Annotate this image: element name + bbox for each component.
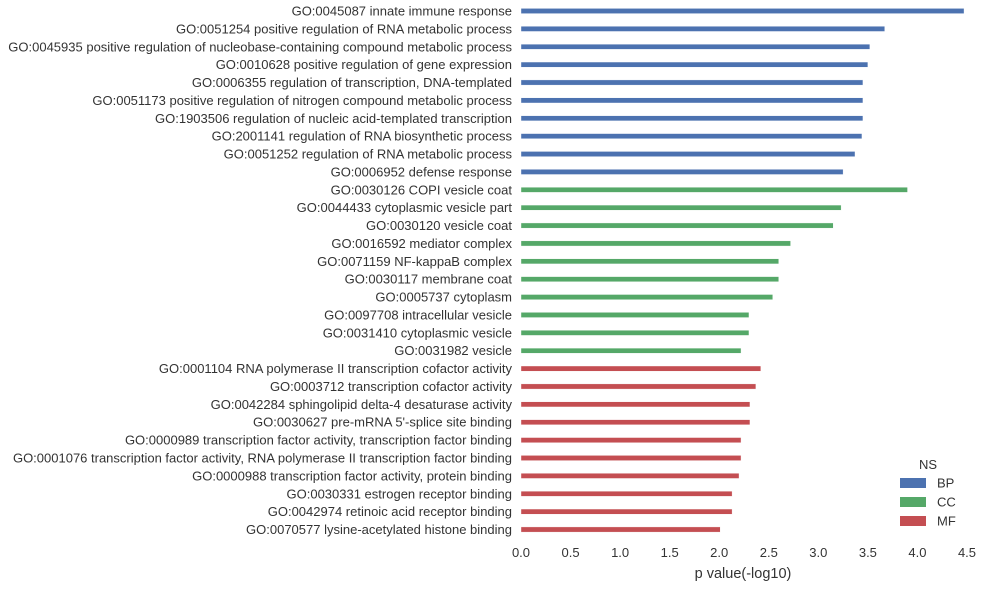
- category-label: GO:0051173 positive regulation of nitrog…: [92, 93, 512, 108]
- bar-bp: [520, 43, 871, 50]
- category-label: GO:0030120 vesicle coat: [366, 218, 512, 233]
- category-label: GO:0070577 lysine-acetylated histone bin…: [246, 522, 512, 537]
- bar-cc: [520, 204, 842, 211]
- bar-mf: [520, 473, 740, 479]
- bar-cc: [520, 312, 750, 318]
- category-label: GO:0097708 intracellular vesicle: [324, 307, 512, 322]
- x-tick-label: 3.5: [859, 545, 877, 560]
- legend-label: MF: [937, 514, 956, 529]
- category-label: GO:0030627 pre-mRNA 5'-splice site bindi…: [253, 415, 512, 430]
- category-label: GO:0031982 vesicle: [394, 343, 512, 358]
- bar-cc: [520, 276, 779, 283]
- legend-item-mf: MF: [900, 514, 956, 529]
- category-label: GO:0030331 estrogen receptor binding: [287, 486, 513, 501]
- legend-items: BP CC MF: [900, 476, 956, 529]
- legend-item-cc: CC: [900, 495, 956, 510]
- bar-cc: [520, 222, 834, 229]
- x-tick-label: 0.0: [512, 545, 530, 560]
- bar-bp: [520, 169, 844, 175]
- category-label: GO:0030117 membrane coat: [345, 272, 513, 287]
- legend-swatch: [900, 516, 926, 526]
- x-tick-label: 2.5: [760, 545, 778, 560]
- category-label: GO:0071159 NF-kappaB complex: [317, 254, 512, 269]
- bar-mf: [520, 437, 742, 443]
- category-label: GO:0044433 cytoplasmic vesicle part: [297, 200, 513, 215]
- legend-item-bp: BP: [900, 476, 954, 491]
- category-label: GO:0042284 sphingolipid delta-4 desatura…: [211, 397, 513, 412]
- bar-cc: [520, 330, 750, 336]
- legend-swatch: [900, 497, 926, 507]
- bars-layer: [520, 8, 965, 533]
- x-tick-label: 2.0: [710, 545, 728, 560]
- x-tick-label: 1.5: [661, 545, 679, 560]
- legend-title: NS: [919, 457, 937, 472]
- category-label: GO:0006952 defense response: [331, 164, 512, 179]
- category-label: GO:0001076 transcription factor activity…: [13, 451, 512, 466]
- bar-bp: [520, 133, 863, 139]
- legend-label: CC: [937, 495, 956, 510]
- category-label: GO:0042974 retinoic acid receptor bindin…: [268, 504, 512, 519]
- category-label: GO:2001141 regulation of RNA biosyntheti…: [212, 129, 513, 144]
- category-label: GO:0051254 positive regulation of RNA me…: [176, 21, 513, 36]
- bar-mf: [520, 490, 733, 497]
- category-label: GO:0045935 positive regulation of nucleo…: [8, 39, 512, 54]
- bar-bp: [520, 97, 864, 104]
- x-tick-label: 1.0: [611, 545, 629, 560]
- category-label: GO:0005737 cytoplasm: [375, 290, 512, 305]
- category-label: GO:0010628 positive regulation of gene e…: [216, 57, 512, 72]
- category-label: GO:0000988 transcription factor activity…: [192, 468, 512, 483]
- category-label: GO:0031410 cytoplasmic vesicle: [323, 325, 512, 340]
- category-label: GO:0001104 RNA polymerase II transcripti…: [159, 361, 513, 376]
- bar-mf: [520, 419, 751, 426]
- legend: NS BP CC MF: [900, 457, 956, 529]
- bar-bp: [520, 79, 864, 86]
- bar-cc: [520, 240, 791, 247]
- x-axis-title: p value(-log10): [695, 566, 792, 582]
- bar-mf: [520, 526, 721, 533]
- bar-mf: [520, 401, 751, 408]
- category-label: GO:0003712 transcription cofactor activi…: [270, 379, 513, 394]
- bar-mf: [520, 365, 762, 372]
- category-label: GO:0030126 COPI vesicle coat: [331, 182, 513, 197]
- legend-label: BP: [937, 476, 954, 491]
- x-tick-label: 0.5: [562, 545, 580, 560]
- x-tick-label: 3.0: [809, 545, 827, 560]
- category-label: GO:0006355 regulation of transcription, …: [192, 75, 512, 90]
- category-labels: GO:0045087 innate immune response GO:0051…: [8, 4, 512, 538]
- bar-mf: [520, 383, 757, 390]
- category-label: GO:1903506 regulation of nucleic acid-te…: [155, 111, 512, 126]
- category-label: GO:0045087 innate immune response: [292, 4, 512, 19]
- bar-cc: [520, 186, 908, 193]
- x-tick-label: 4.0: [908, 545, 926, 560]
- bar-bp: [520, 115, 864, 122]
- x-tick-label: 4.5: [958, 545, 976, 560]
- bar-bp: [520, 8, 965, 14]
- category-label: GO:0000989 transcription factor activity…: [125, 433, 512, 448]
- legend-swatch: [900, 478, 926, 488]
- category-label: GO:0051252 regulation of RNA metabolic p…: [224, 147, 513, 162]
- bar-cc: [520, 294, 773, 300]
- category-label: GO:0016592 mediator complex: [331, 236, 512, 251]
- bar-cc: [520, 347, 742, 354]
- bar-bp: [520, 26, 885, 32]
- bar-mf: [520, 508, 733, 515]
- x-axis-ticks: 0.0 0.5 1.0 1.5 2.0 2.5 3.0 3.5 4.0 4.5: [512, 545, 976, 560]
- bar-bp: [520, 61, 869, 68]
- bar-cc: [520, 258, 779, 265]
- bar-mf: [520, 455, 742, 461]
- bar-bp: [520, 151, 856, 157]
